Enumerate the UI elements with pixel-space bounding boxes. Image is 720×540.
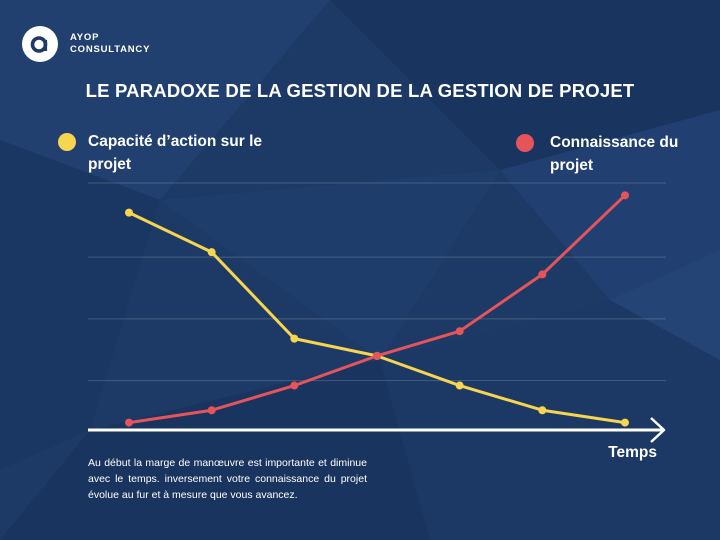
data-point-capacite-6 xyxy=(538,406,547,415)
brand-logo: AYOP CONSULTANCY xyxy=(22,26,150,62)
data-point-connaissance-4 xyxy=(373,351,381,360)
grid-lines xyxy=(88,182,666,382)
data-point-capacite-2 xyxy=(207,248,216,257)
data-point-connaissance-1 xyxy=(125,418,133,427)
logo-icon xyxy=(22,26,58,62)
legend-swatch-yellow xyxy=(58,133,76,151)
data-point-capacite-1 xyxy=(125,208,133,217)
chart-annotation: Au début la marge de manœuvre est import… xyxy=(88,457,367,501)
data-point-capacite-7 xyxy=(621,418,629,427)
logo-a-glyph xyxy=(30,36,48,53)
brand-name-line1: AYOP xyxy=(70,32,100,43)
legend-item-connaissance: Connaissance du projet xyxy=(516,131,690,177)
data-point-capacite-3 xyxy=(290,334,299,343)
legend-item-capacite: Capacité d’action sur le projet xyxy=(58,130,278,176)
legend-label-capacite: Capacité d’action sur le projet xyxy=(88,133,262,173)
x-axis-label: Temps xyxy=(608,444,657,461)
brand-name: AYOP CONSULTANCY xyxy=(70,32,150,56)
data-point-capacite-5 xyxy=(455,381,464,390)
data-point-connaissance-2 xyxy=(207,406,216,415)
series-line-capacite xyxy=(128,211,626,425)
data-point-connaissance-7 xyxy=(621,191,629,200)
legend-label-connaissance: Connaissance du projet xyxy=(550,134,679,174)
data-point-connaissance-3 xyxy=(290,381,299,390)
x-axis-arrow-icon xyxy=(650,417,666,443)
series-line-connaissance xyxy=(128,194,627,425)
series-group xyxy=(125,191,629,427)
data-point-connaissance-5 xyxy=(455,327,464,336)
data-point-connaissance-6 xyxy=(538,270,547,279)
x-axis xyxy=(88,417,666,443)
brand-name-line2: CONSULTANCY xyxy=(70,44,151,55)
chart-title: LE PARADOXE DE LA GESTION DE LA GESTION … xyxy=(85,80,635,101)
legend-swatch-red xyxy=(516,134,534,152)
